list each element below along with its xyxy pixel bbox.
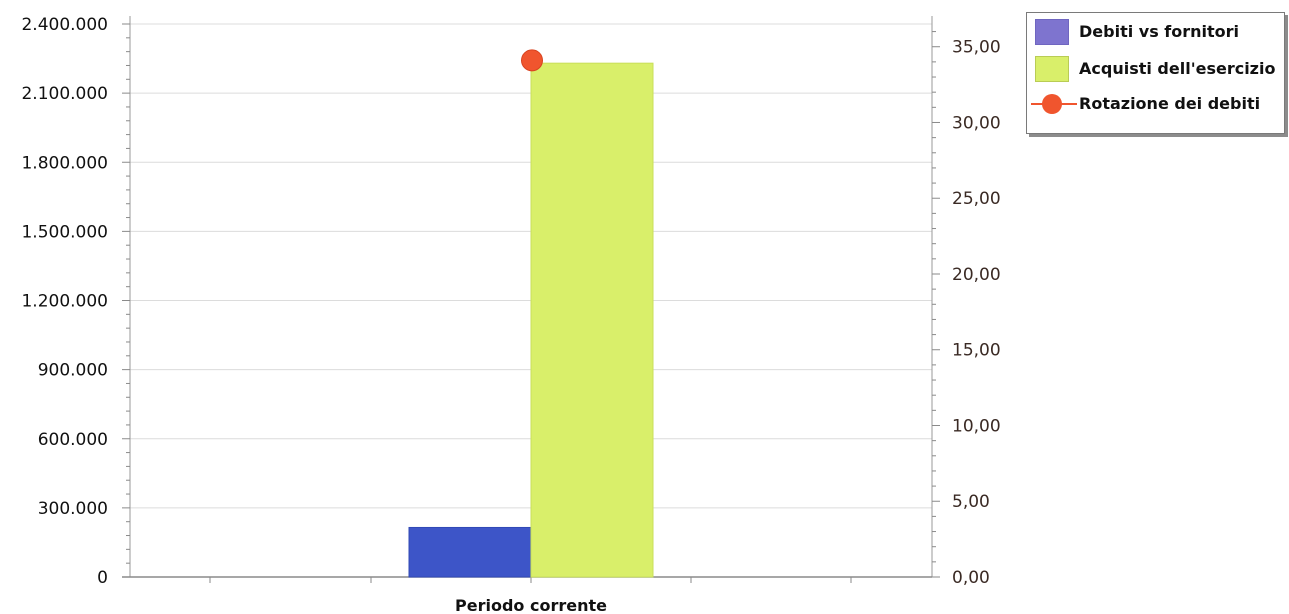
legend-label-acquisti: Acquisti dell'esercizio xyxy=(1079,59,1276,78)
y-right-tick-label: 35,00 xyxy=(952,38,1001,58)
x-category-label: Periodo corrente xyxy=(455,596,607,614)
legend-label-rotazione: Rotazione dei debiti xyxy=(1079,94,1261,113)
y-left-tick-label: 1.500.000 xyxy=(21,222,108,242)
y-right-tick-label: 5,00 xyxy=(952,492,990,512)
y-right-tick-label: 15,00 xyxy=(952,341,1001,361)
legend-item-debiti: Debiti vs fornitori xyxy=(1027,17,1284,47)
y-left-tick-label: 1.800.000 xyxy=(21,153,108,173)
y-right-tick-label: 0,00 xyxy=(952,568,990,588)
y-right-tick-label: 10,00 xyxy=(952,416,1001,436)
y-left-tick-label: 300.000 xyxy=(38,499,108,519)
y-left-tick-label: 600.000 xyxy=(38,430,108,450)
bar-acquisti-esercizio xyxy=(530,62,654,578)
marker-rotazione-debiti xyxy=(521,49,543,72)
legend-item-acquisti: Acquisti dell'esercizio xyxy=(1027,54,1284,84)
y-left-tick-label: 900.000 xyxy=(38,361,108,381)
legend-dot-rotazione xyxy=(1042,94,1062,114)
legend: Debiti vs fornitori Acquisti dell'eserci… xyxy=(1026,12,1285,134)
legend-item-rotazione: Rotazione dei debiti xyxy=(1027,89,1284,119)
legend-swatch-debiti xyxy=(1035,19,1069,45)
y-right-tick-label: 25,00 xyxy=(952,189,1001,209)
y-right-tick-label: 20,00 xyxy=(952,265,1001,285)
y-left-tick-label: 2.100.000 xyxy=(21,84,108,104)
legend-label-debiti: Debiti vs fornitori xyxy=(1079,22,1240,41)
y-right-tick-label: 30,00 xyxy=(952,113,1001,133)
legend-swatch-acquisti xyxy=(1035,56,1069,82)
y-left-tick-label: 2.400.000 xyxy=(21,15,108,35)
bar-debiti-vs-fornitori xyxy=(408,526,532,578)
y-left-tick-label: 0 xyxy=(97,568,108,588)
y-left-tick-label: 1.200.000 xyxy=(21,292,108,312)
